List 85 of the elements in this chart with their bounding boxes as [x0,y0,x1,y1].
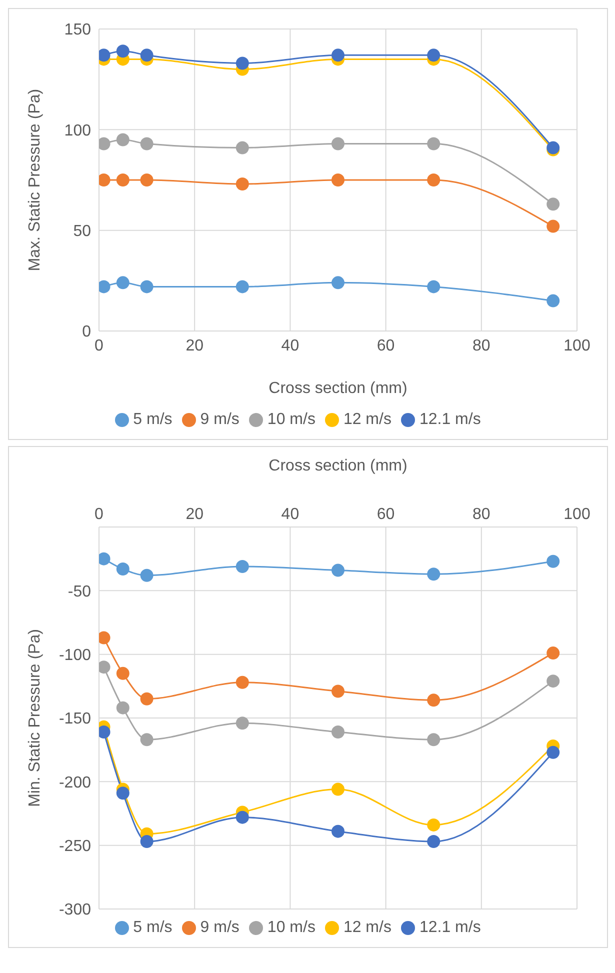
point [140,692,154,706]
point [332,564,344,577]
point [116,174,130,186]
y-tick-label: -100 [58,647,92,664]
point [427,48,440,62]
point [236,141,249,154]
point [140,568,154,582]
point [332,726,344,739]
point [427,174,440,186]
point [332,684,344,698]
y-tick-label: -150 [58,710,92,728]
point [236,716,249,730]
legend-label: 12.1 m/s [419,411,481,428]
y-tick-label: 0 [82,324,92,341]
point [546,646,560,660]
y-tick-label: -50 [68,583,92,600]
point [116,666,130,680]
point [546,198,560,211]
y-tick-label: -250 [58,838,92,856]
legend-label: 9 m/s [200,411,240,428]
y-tick-label: 50 [73,223,92,240]
x-tick-label: 100 [564,506,590,523]
point [236,280,249,294]
point [236,56,249,70]
legend-label: 9 m/s [200,919,240,936]
point [332,174,344,186]
legend-label: 12 m/s [343,919,392,936]
point [236,810,249,824]
point [140,137,154,150]
point [427,733,440,746]
point [427,835,440,848]
legend-label: 12 m/s [343,411,392,428]
point [427,568,440,581]
y-axis-title: Max. Static Pressure (Pa) [26,88,44,272]
point [332,824,344,838]
x-tick-label: 60 [376,506,395,523]
y-tick-label: -300 [58,902,92,919]
point [332,137,344,150]
x-tick-label: 0 [94,337,104,354]
point [236,178,249,191]
x-axis-title: Cross section (mm) [268,457,408,474]
point [427,137,440,150]
x-tick-label: 20 [186,337,204,354]
x-tick-label: 20 [186,506,204,523]
point [332,782,344,796]
legend-label: 5 m/s [133,919,172,936]
x-tick-label: 100 [564,337,590,354]
point [116,786,130,800]
legend-label: 5 m/s [133,411,172,428]
point [140,174,154,186]
point [236,560,249,573]
point [427,280,440,294]
point [140,48,154,62]
x-tick-label: 40 [281,506,300,523]
point [140,835,154,848]
point [427,818,440,832]
y-tick-label: 150 [64,22,92,39]
y-tick-label: 100 [64,122,92,140]
x-tick-label: 80 [472,337,490,354]
point [546,554,560,568]
point [546,746,560,759]
point [332,276,344,290]
point [546,294,560,308]
point [116,701,130,714]
y-tick-label: -200 [58,774,92,792]
point [116,133,130,146]
point [116,44,130,58]
point [140,280,154,294]
legend-label: 10 m/s [267,411,316,428]
point [140,733,154,746]
point [546,674,560,688]
legend-label: 12.1 m/s [419,919,481,936]
point [332,48,344,62]
point [427,694,440,707]
y-axis-title: Min. Static Pressure (Pa) [26,629,44,807]
point [116,562,130,576]
x-tick-label: 40 [281,337,300,354]
x-axis-title: Cross section (mm) [268,380,408,397]
point [236,676,249,689]
point [546,220,560,233]
legend-label: 10 m/s [267,919,316,936]
x-tick-label: 60 [376,337,395,354]
point [116,276,130,290]
x-tick-label: 0 [94,506,104,523]
x-tick-label: 80 [472,506,490,523]
